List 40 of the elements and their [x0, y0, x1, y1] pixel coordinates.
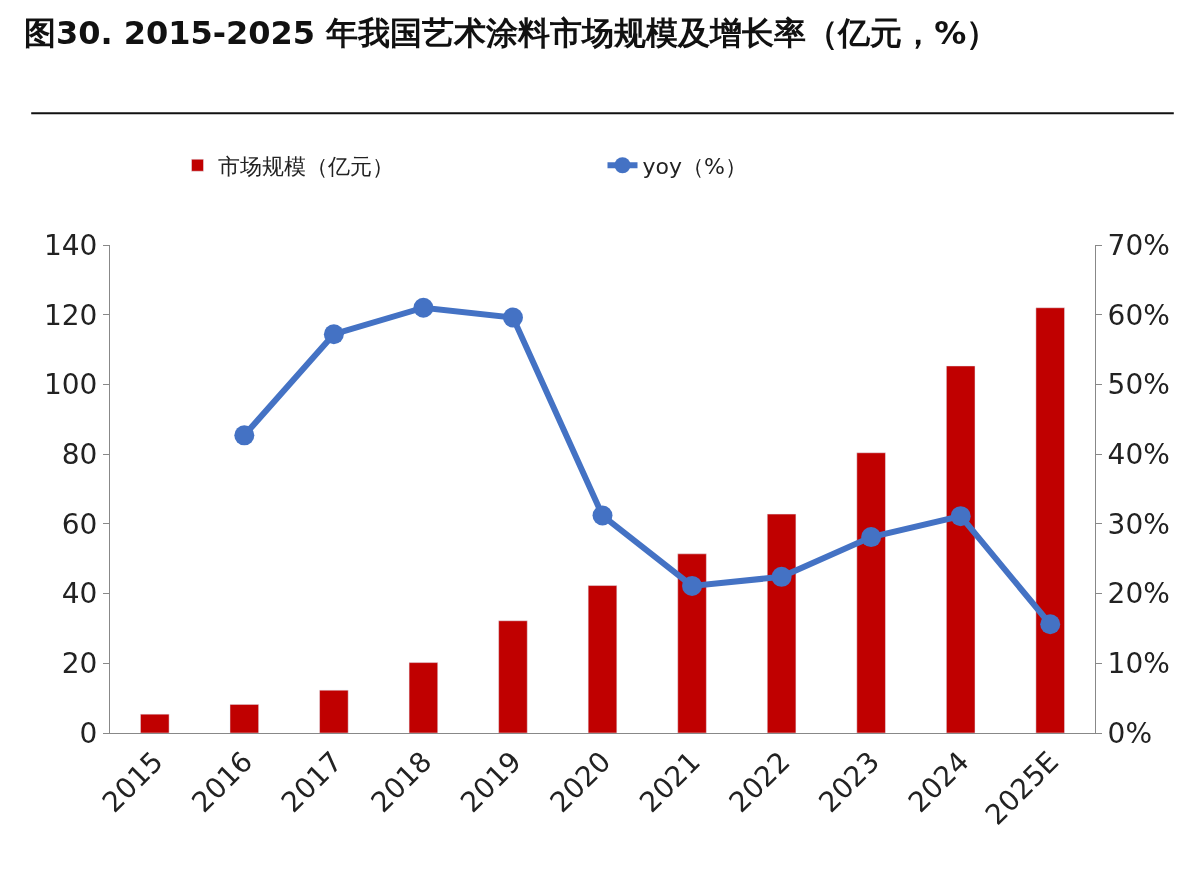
point: [682, 575, 703, 596]
point: [502, 307, 523, 328]
bar: [587, 585, 618, 733]
bar: [1035, 307, 1065, 733]
y-tick-label: 0: [79, 716, 98, 750]
point: [950, 506, 971, 527]
point: [323, 324, 344, 345]
bar: [946, 365, 976, 733]
point: [771, 566, 792, 587]
y2-tick-label: 40%: [1107, 437, 1170, 471]
y-tick-label: 140: [43, 228, 98, 262]
y2-tick-label: 10%: [1107, 647, 1170, 681]
point: [413, 297, 434, 318]
y2-tick-label: 0%: [1107, 716, 1153, 750]
point: [861, 527, 882, 548]
y-tick-label: 20: [61, 647, 98, 681]
point: [234, 425, 255, 446]
bar: [319, 689, 349, 733]
bar: [767, 513, 797, 733]
bar: [140, 713, 170, 733]
y2-tick-label: 20%: [1107, 577, 1170, 611]
chart-title: 图30. 2015-2025 年我国艺术涂料市场规模及增长率（亿元，%）: [23, 14, 999, 53]
bar: [498, 620, 528, 733]
y2-tick-label: 50%: [1107, 368, 1170, 402]
legend-label: yoy（%）: [642, 153, 747, 179]
y2-tick-label: 70%: [1107, 228, 1170, 262]
point: [592, 505, 613, 526]
y-tick-label: 100: [43, 368, 98, 402]
bar: [408, 662, 438, 733]
bar: [856, 452, 886, 733]
bar: [677, 553, 707, 733]
y-tick-label: 60: [61, 507, 98, 541]
bar: [229, 704, 259, 733]
y-tick-label: 80: [61, 437, 98, 471]
point: [1040, 614, 1061, 635]
y-tick-label: 120: [43, 298, 98, 332]
y-tick-label: 40: [61, 577, 98, 611]
y2-tick-label: 60%: [1107, 298, 1170, 332]
legend-label: 市场规模（亿元）: [217, 153, 394, 179]
y2-tick-label: 30%: [1107, 507, 1170, 541]
